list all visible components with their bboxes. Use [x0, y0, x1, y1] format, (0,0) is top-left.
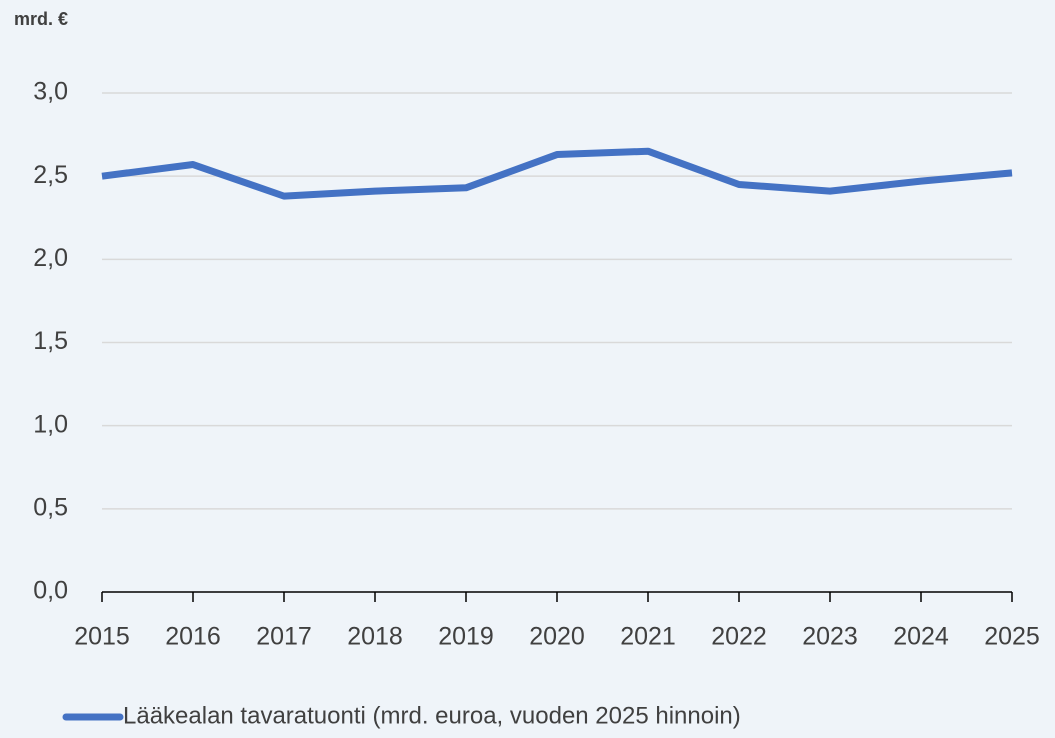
- x-tick-label: 2019: [438, 623, 494, 651]
- x-tick-label: 2023: [802, 623, 858, 651]
- x-tick-label: 2024: [893, 623, 949, 651]
- y-tick-label: 1,5: [33, 327, 68, 355]
- y-tick-label: 1,0: [33, 410, 68, 438]
- y-tick-label: 2,5: [33, 161, 68, 189]
- x-tick-label: 2017: [256, 623, 312, 651]
- y-tick-label: 0,0: [33, 577, 68, 605]
- x-tick-label: 2016: [165, 623, 221, 651]
- y-axis-label: mrd. €: [14, 9, 68, 29]
- x-tick-label: 2025: [984, 623, 1040, 651]
- y-tick-label: 0,5: [33, 493, 68, 521]
- x-tick-label: 2018: [347, 623, 403, 651]
- x-tick-label: 2022: [711, 623, 767, 651]
- x-tick-label: 2021: [620, 623, 676, 651]
- data-line: [101, 147, 1013, 200]
- legend-label: Lääkealan tavaratuonti (mrd. euroa, vuod…: [123, 702, 741, 729]
- x-tick-label: 2020: [529, 623, 585, 651]
- y-tick-label: 2,0: [33, 244, 68, 272]
- y-tick-label: 3,0: [33, 78, 68, 106]
- x-tick-label: 2015: [74, 623, 130, 651]
